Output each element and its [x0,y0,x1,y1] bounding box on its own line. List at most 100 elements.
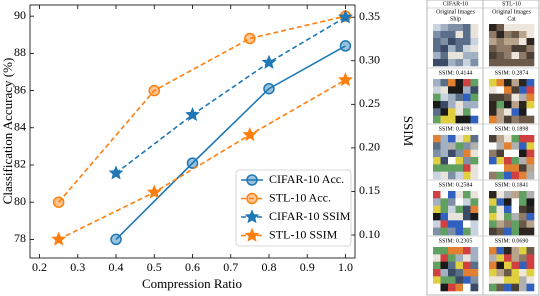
image-pixel [470,220,479,228]
image-pixel [433,191,441,199]
x-tick-label: 0.6 [185,260,200,274]
image-pixel [448,205,456,214]
image-pixel [455,142,464,150]
image-pixel [511,283,520,292]
image-pixel [519,149,527,158]
series-line [58,79,346,241]
image-pixel [463,254,471,262]
image-pixel [448,86,456,94]
image-pixel [526,220,535,228]
image-pixel [511,108,520,116]
image-pixel [433,45,441,53]
image-pixel [433,254,441,262]
image-pixel [455,198,464,206]
y-tick-label: 90 [14,8,26,22]
image-pixel [504,101,512,109]
image-pixel [440,31,449,39]
image-pixel [489,261,497,270]
image-pixel [433,108,441,116]
image-pixel [511,269,520,277]
image-pixel [433,261,441,270]
image-pixel [526,198,535,206]
image-pixel [433,135,441,143]
image-pixel [448,52,456,60]
y-tick-label: 88 [14,45,26,59]
image-pixel [504,254,512,262]
image-pixel [455,52,464,60]
image-pixel [496,261,505,270]
image-pixel [463,149,471,158]
image-pixel [526,38,535,46]
image-pixel [455,269,464,277]
image-pixel [448,108,456,116]
image-pixel [463,269,471,277]
image-pixel [489,205,497,214]
y-tick-label: 80 [14,194,26,208]
image-pixel [455,227,464,236]
image-pixel [489,164,497,172]
image-pixel [489,24,497,32]
image-pixel [526,191,535,199]
image-pixel [496,149,505,158]
image-pixel [526,261,535,270]
image-pixel [526,205,535,214]
image-pixel [489,45,497,53]
image-pixel [496,157,505,165]
image-pixel [433,52,441,60]
image-pixel [455,115,464,124]
image-pixel [440,86,449,94]
y-axis-label: Classification Accuracy (%) [0,58,15,205]
image-pixel [496,171,505,180]
image-pixel [433,59,441,67]
legend-marker [244,209,260,224]
image-pixel [470,79,479,87]
image-pixel [455,220,464,228]
image-pixel [463,261,471,270]
image-pixel [496,38,505,46]
image-pixel [504,157,512,165]
image-pixel [519,198,527,206]
image-pixel [455,108,464,116]
image-pixel [440,261,449,270]
image-pixel [511,213,520,221]
image-pixel [455,135,464,143]
image-pixel [526,164,535,172]
image-pixel [440,149,449,158]
image-pixel [496,24,505,32]
image-pixel [440,38,449,46]
image-pixel [489,220,497,228]
image-pixel [470,157,479,165]
ssim-label: SSIM: 0.0690 [495,238,529,244]
image-pixel [496,101,505,109]
image-pixel [448,164,456,172]
marker [244,32,256,45]
image-pixel [463,171,471,180]
image-pixel [433,247,441,255]
image-pixel [448,93,456,102]
image-pixel [496,108,505,116]
image-pixel [463,108,471,116]
image-pixel [496,45,505,53]
image-pixel [489,213,497,221]
image-pixel [455,79,464,87]
image-pixel [463,220,471,228]
image-pixel [526,101,535,109]
image-pixel [511,164,520,172]
image-pixel [470,86,479,94]
image-pixel [463,227,471,236]
image-pixel [470,31,479,39]
image-pixel [511,31,520,39]
image-pixel [433,115,441,124]
y2-tick-label: 0.15 [359,183,380,197]
image-pixel [433,31,441,39]
image-pixel [504,198,512,206]
image-pixel [448,157,456,165]
image-pixel [489,86,497,94]
image-pixel [519,269,527,277]
image-pixel [463,45,471,53]
image-pixel [489,93,497,102]
image-pixel [526,115,535,124]
image-pixel [463,157,471,165]
x-axis-label: Compression Ratio [142,276,242,291]
image-pixel [496,115,505,124]
